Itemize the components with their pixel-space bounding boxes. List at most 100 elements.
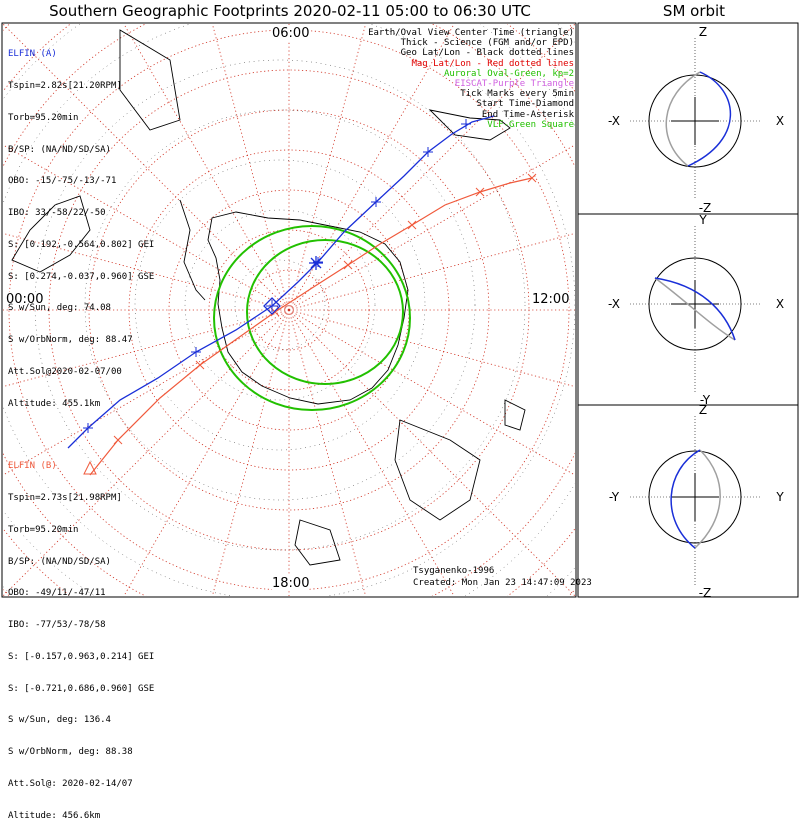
mag-lon-line [288,309,575,596]
coastline [394,419,481,521]
geo-lat-circle [134,159,426,451]
coastline [294,519,341,566]
geo-lat-circle [234,259,326,351]
coastline [504,399,526,431]
mag-lon-line [288,24,367,311]
geo-lat-circle [184,209,376,401]
clock-label-12: 12:00 [532,292,570,307]
legend-entry: Geo Lat/Lon - Black dotted lines [400,48,574,59]
elfin-a-tick [423,147,433,157]
elfin-a-tick [461,119,471,129]
sm-axis-label: -X [608,114,620,128]
legend-entry: Earth/Oval View Center Time (triangle) [368,28,574,38]
sm3-orbit-a [670,449,701,549]
elfin-b-tick [407,220,417,230]
mag-lon-line [3,309,290,596]
sm-frame [577,22,799,598]
legend-entry: EISCAT-Purple Triangle [454,79,574,90]
elfin-b-tick [343,260,353,270]
sm-axis-label: Z [699,25,707,39]
sm-axis-label: Z [699,403,707,417]
elfin-b-info: ELFIN (B) Tspin=2.73s[21.98RPM] Torb=95.… [8,440,154,832]
elfin-a-tick [191,347,201,357]
sm-earth-circle [648,257,742,351]
geo-lat-circle [84,109,476,501]
elfin-b-tick [527,173,537,183]
elfin-a-line: Att.Sol@2020-02-07/00 [8,367,122,377]
elfin-b-line: IBO: -77/53/-78/58 [8,620,106,631]
created-timestamp: Created: Mon Jan 23 14:47:09 2023 [413,578,592,588]
sm-earth-circle [648,450,742,544]
mag-lon-line [288,24,455,311]
sm-panel-1: Z -Z -X X [608,25,784,215]
elfin-b-line: OBO: -49/11/-47/11 [8,588,106,599]
model-credit: Tsyganenko-1996 [413,566,495,576]
elfin-a-line: IBO: 33/-58/22/-50 [8,208,106,219]
coastline [207,211,409,405]
elfin-a-line: S: [0.274,-0.037,0.960] GSE [8,271,155,282]
coastline [428,109,511,141]
mag-lon-line [288,309,455,596]
elfin-b-tick [113,435,123,445]
sm-axis-label: X [776,114,784,128]
legend-entry: Mag Lat/Lon - Red dotted lines [411,58,574,69]
elfin-b-line: Att.Sol@: 2020-02-14/07 [8,779,133,789]
elfin-a-line: Torb=95.20min [8,112,79,123]
sm-axis-label: X [776,297,784,311]
legend-entry: Auroral Oval-Green, kp=2 [443,68,574,79]
sm-axis-label: -Y [609,490,620,504]
elfin-b-track [89,177,533,476]
elfin-b-tick [475,187,485,197]
clock-label-18: 18:00 [272,576,310,591]
elfin-a-line: OBO: -15/-75/-13/-71 [8,176,117,187]
mag-lon-line [3,24,290,311]
sm-panel-3: Z -Z -Y Y [609,403,784,600]
sm-axis-label: -X [608,297,620,311]
elfin-b-line: S w/Sun, deg: 136.4 [8,715,111,726]
elfin-b-tick [195,360,205,370]
elfin-a-track [67,115,495,449]
elfin-b-line: S w/OrbNorm, deg: 88.38 [8,747,133,758]
mag-lon-line [123,309,290,596]
clock-label-00: 00:00 [6,292,44,307]
elfin-a-start-diamond [263,297,281,315]
coastline [119,29,181,131]
mag-lon-line [288,24,575,311]
elfin-b-line: Torb=95.20min [8,524,79,535]
sm1-orbit-b [665,71,701,167]
elfin-b-line: B/SP: (NA/ND/SD/SA) [8,556,111,567]
mag-lon-line [3,232,290,311]
sm-axis-label: Y [698,213,707,227]
legend-entry: Tick Marks every 5min [460,89,574,100]
elfin-a-header: ELFIN (A) [8,49,57,60]
mag-lon-line [211,309,290,596]
legend-entry: VLF-Green Square [487,119,574,130]
sm-axis-label: Y [775,490,784,504]
clock-label-06: 06:00 [272,26,310,41]
sm3-orbit-b [694,449,721,549]
elfin-a-tick [371,197,381,207]
elfin-a-line: S w/OrbNorm, deg: 88.47 [8,335,133,346]
elfin-a-start-cross [266,300,278,312]
elfin-a-line: B/SP: (NA/ND/SD/SA) [8,144,111,155]
elfin-b-line: Tspin=2.73s[21.98RPM] [8,492,122,503]
elfin-a-line: Tspin=2.82s[21.20RPM] [8,80,122,91]
sm-orbit-title: SM orbit [662,2,726,20]
sm-panel-2: Y -Y -X X [608,213,784,407]
sm1-orbit-a [687,71,732,167]
mag-lat-circle [248,269,330,351]
auroral-oval-inner [246,239,404,385]
sm-axis-label: -Y [700,393,711,407]
auroral-oval-outer [213,225,411,411]
sm2-orbit-a [654,277,736,341]
elfin-a-info: ELFIN (A) Tspin=2.82s[21.20RPM] Torb=95.… [8,28,154,420]
legend-entry: Start Time-Diamond [476,99,574,110]
sm-axis-label: -Z [699,586,712,600]
sm-axis-label: -Z [699,201,712,215]
mag-lon-line [288,232,575,311]
elfin-b-line: S: [-0.157,0.963,0.214] GEI [8,651,155,662]
legend-entry: End Time-Asterisk [481,109,574,120]
legend-entry: Thick - Science (FGM and/or EPD) [400,38,574,49]
coastline [11,195,91,273]
mag-lat-circle [88,109,490,511]
